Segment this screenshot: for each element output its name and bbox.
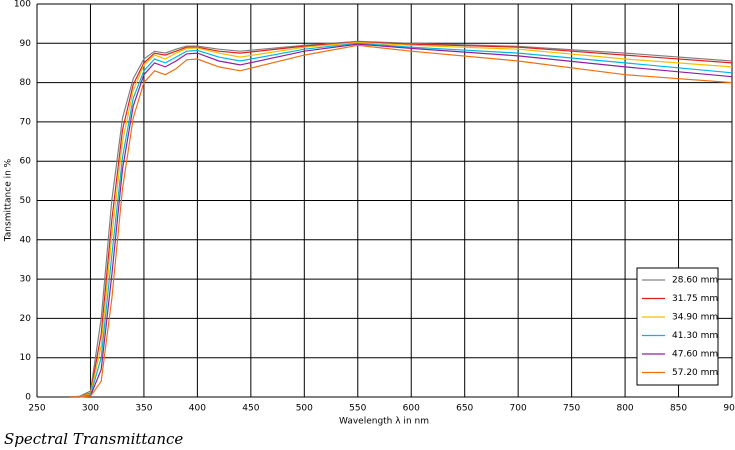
x-tick-label: 900 [723, 404, 735, 414]
legend-label: 31.75 mm [672, 294, 718, 304]
x-tick-label: 600 [403, 404, 420, 414]
y-tick-label: 70 [20, 117, 32, 127]
x-axis-title: Wavelength λ in nm [339, 417, 429, 427]
series-line [69, 44, 733, 398]
y-axis-title: Tansmittance in % [4, 158, 14, 242]
y-tick-label: 20 [20, 314, 32, 324]
x-tick-label: 700 [510, 404, 527, 414]
legend-label: 47.60 mm [672, 350, 718, 360]
x-tick-label: 750 [563, 404, 580, 414]
y-tick-label: 50 [20, 196, 32, 206]
series-line [69, 40, 733, 398]
x-tick-label: 300 [82, 404, 99, 414]
y-tick-label: 30 [20, 275, 32, 285]
legend-label: 57.20 mm [672, 368, 718, 378]
x-tick-label: 850 [670, 404, 687, 414]
series-line [69, 43, 733, 398]
y-tick-label: 40 [20, 235, 32, 245]
y-tick-label: 60 [20, 157, 32, 167]
legend-label: 41.30 mm [672, 331, 718, 341]
x-tick-label: 800 [616, 404, 633, 414]
x-tick-label: 500 [296, 404, 313, 414]
series-line [69, 41, 733, 398]
y-tick-label: 100 [14, 0, 31, 10]
x-tick-label: 650 [456, 404, 473, 414]
y-tick-label: 0 [25, 393, 31, 403]
x-tick-label: 450 [242, 404, 259, 414]
x-tick-label: 400 [189, 404, 206, 414]
y-tick-label: 90 [20, 39, 32, 49]
legend-label: 34.90 mm [672, 313, 718, 323]
series-line [69, 41, 733, 398]
x-tick-label: 250 [28, 404, 45, 414]
y-tick-label: 80 [20, 78, 32, 88]
series-line [69, 42, 733, 398]
legend-box [636, 267, 719, 386]
x-tick-label: 350 [135, 404, 152, 414]
legend-label: 28.60 mm [672, 276, 718, 286]
y-tick-label: 10 [20, 353, 32, 363]
caption: Spectral Transmittance [4, 430, 183, 448]
x-tick-label: 550 [349, 404, 366, 414]
